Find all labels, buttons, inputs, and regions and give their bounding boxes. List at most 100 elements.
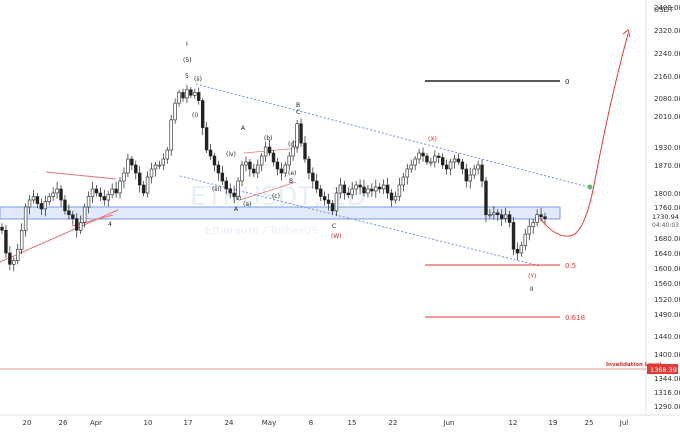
wave-label-5: 5 [185, 73, 189, 80]
candle-body [200, 100, 205, 128]
y-tick-label: 1344.00 [654, 375, 680, 383]
invalidation-value: 1368.39 [650, 366, 677, 374]
candle-body [515, 248, 520, 254]
wave-label-B-1: B [289, 178, 293, 185]
candle-body [122, 172, 126, 182]
candle-body [12, 260, 16, 265]
candle-body [228, 188, 232, 194]
candle-body [503, 214, 508, 219]
candle-body [543, 216, 547, 219]
candle-body [299, 123, 303, 144]
y-tick-label: 2080.00 [654, 95, 680, 103]
candle-body [39, 203, 44, 210]
candle-body [16, 248, 20, 261]
candle-body [511, 222, 516, 250]
x-tick-label: 26 [59, 419, 68, 427]
candle-body [448, 161, 453, 170]
candle-body [263, 146, 268, 157]
wave-label-d: (d) [288, 141, 297, 148]
candle-body [75, 218, 79, 231]
candle-body [413, 158, 417, 166]
x-tick-label: 25 [585, 419, 594, 427]
candle-body [389, 192, 394, 201]
candle-body [362, 186, 366, 194]
candle-body [476, 164, 480, 170]
candle-body [90, 188, 95, 197]
candles [0, 84, 547, 272]
candle-body [102, 196, 107, 201]
candle-body [59, 188, 63, 201]
candle-body [523, 233, 528, 246]
inner-triangle-upper [243, 147, 300, 154]
candle-body [350, 188, 354, 196]
candle-body [507, 214, 512, 223]
candle-body [161, 158, 166, 166]
fib-label-0: 0 [565, 78, 569, 86]
candle-body [315, 180, 319, 190]
x-tick-label: Jul [619, 419, 629, 427]
y-tick-label: 2010.00 [654, 113, 680, 121]
candle-body [224, 180, 228, 190]
candle-body [216, 164, 221, 174]
wave-label-A-2: A [234, 206, 239, 213]
projected-path [539, 33, 629, 237]
wave-label-C-2: C [332, 223, 336, 230]
candle-body [27, 199, 32, 208]
x-tick-label: Jun [443, 419, 455, 427]
x-tick-label: 12 [509, 419, 518, 427]
candle-body [8, 252, 12, 265]
y-tick-label: 1290.00 [654, 403, 680, 411]
candle-body [519, 245, 524, 254]
y-tick-label: 1930.00 [654, 144, 680, 152]
wave-label-C-1: C [296, 109, 300, 116]
candle-body [472, 168, 476, 176]
wave-label-5-paren: (5) [183, 57, 192, 64]
x-tick-label: May [262, 419, 276, 427]
candle-body [19, 229, 24, 250]
current-price-tag [647, 212, 678, 229]
x-tick-label: 10 [144, 419, 153, 427]
candle-body [63, 199, 67, 212]
candle-body [319, 188, 323, 197]
invalidation-tag [647, 364, 678, 374]
y-tick-label: 1440.00 [654, 333, 680, 341]
y-tick-label: 1870.00 [654, 162, 680, 170]
wave-label-iii: (iii) [212, 186, 222, 193]
y-tick-label: 2160.00 [654, 73, 680, 81]
y-tick-label: 1640.00 [654, 250, 680, 258]
candle-body [181, 92, 185, 99]
x-tick-label: 24 [225, 419, 234, 427]
wave-label-Y: (Y) [528, 273, 536, 280]
candle-body [346, 192, 350, 196]
candle-body [177, 92, 181, 104]
wave-label-c: (c) [272, 193, 280, 200]
candle-body [208, 149, 213, 157]
candle-body [464, 168, 469, 182]
candle-body [460, 161, 465, 170]
candle-body [433, 155, 437, 163]
candle-body [232, 192, 236, 197]
candle-body [397, 184, 402, 197]
candle-body [256, 164, 260, 174]
wave-label-i: (i) [192, 112, 198, 119]
current-price-value: 1730.94 [652, 213, 679, 221]
wave-label-W: (W) [331, 233, 342, 240]
candle-body [535, 214, 539, 223]
y-tick-label: 1680.00 [654, 235, 680, 243]
candle-body [456, 158, 461, 163]
wave-label-a: (a) [243, 201, 251, 208]
candle-body [252, 168, 256, 174]
wave-label-B-2: B [296, 102, 300, 109]
candle-body [4, 229, 8, 254]
candle-body [417, 152, 421, 160]
y-tick-label: 1560.00 [654, 280, 680, 288]
y-axis-ticks: 2400.00 2320.00 2240.00 2160.00 2080.00 2010.… [654, 4, 680, 411]
candle-body [385, 184, 390, 194]
wave-label-4: 4 [108, 221, 112, 228]
candle-body [488, 214, 492, 217]
triangle-lower-line-2 [71, 214, 114, 227]
candle-body [370, 188, 374, 192]
candle-body [43, 201, 47, 210]
candle-body [51, 192, 55, 197]
